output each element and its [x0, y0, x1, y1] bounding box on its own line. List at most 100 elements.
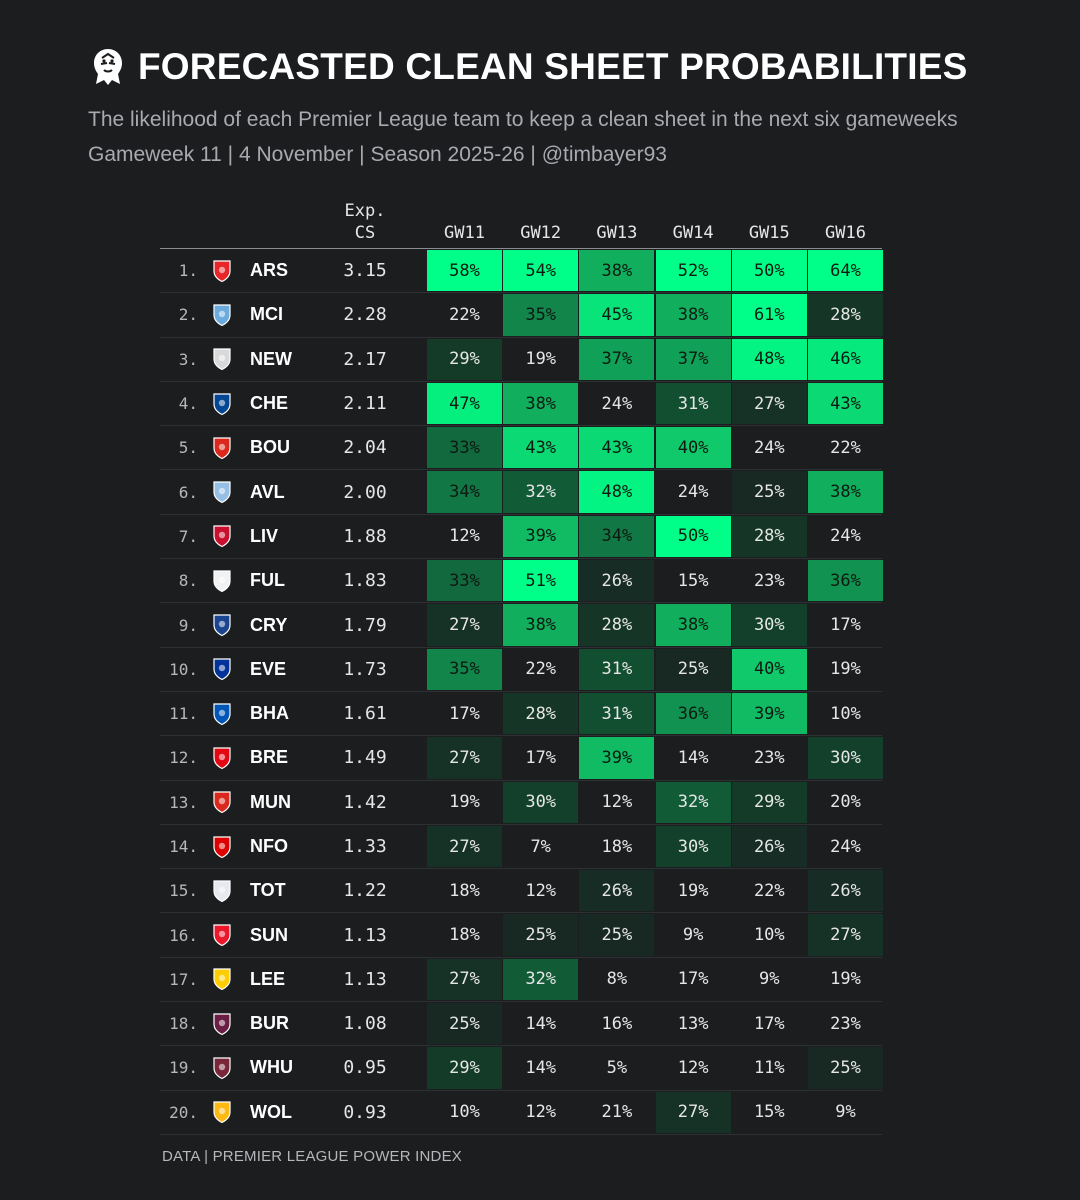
table-row: 19. WHU 0.95 29% 14% 5% 12% 11% 25%: [160, 1046, 883, 1091]
probability-cell-gw16: 30%: [808, 737, 883, 779]
table-row: 2. MCI 2.28 22% 35% 45% 38% 61% 28%: [160, 293, 883, 338]
expected-clean-sheets: 1.79: [343, 614, 387, 636]
probability-cell-gw13: 43%: [579, 427, 655, 469]
probability-cell-gw14: 36%: [655, 692, 731, 735]
team-abbreviation: TOT: [250, 880, 286, 901]
column-headers: Exp. CS GW11 GW12 GW13 GW14 GW15 GW16: [160, 198, 882, 249]
probability-cell-gw16: 20%: [830, 792, 861, 813]
leeds-crest-icon: [213, 968, 231, 991]
probability-cell-gw11: 33%: [427, 560, 502, 602]
probability-cell-gw14: 14%: [677, 747, 709, 768]
expected-clean-sheets: 1.49: [343, 747, 387, 769]
probability-cell-gw14: 38%: [655, 604, 731, 646]
probability-cell-gw12: 43%: [503, 427, 579, 469]
team-abbreviation: WOL: [250, 1101, 292, 1122]
probability-cell-gw14: 17%: [677, 969, 709, 990]
header: FORECASTED CLEAN SHEET PROBABILITIES The…: [88, 46, 967, 172]
table-row: 13. MUN 1.42 19% 30% 12% 32% 29% 20%: [160, 781, 882, 825]
expected-clean-sheets: 2.28: [343, 304, 387, 326]
subtitle: The likelihood of each Premier League te…: [88, 102, 967, 172]
probability-cell-gw15: 22%: [753, 880, 785, 901]
probability-cell-gw15: 61%: [731, 294, 807, 336]
probability-cell-gw13: 18%: [601, 836, 633, 857]
probability-cell-gw14: 27%: [655, 1091, 731, 1133]
probability-cell-gw12: 38%: [503, 382, 579, 425]
header-gw12: GW12: [520, 223, 562, 243]
probability-cell-gw16: 22%: [830, 437, 861, 458]
probability-cell-gw15: 15%: [753, 1102, 785, 1123]
expected-clean-sheets: 2.00: [343, 481, 387, 503]
table-row: 20. WOL 0.93 10% 12% 21% 27% 15% 9%: [160, 1091, 882, 1135]
probability-cell-gw11: 25%: [427, 1003, 502, 1045]
table-row: 14. NFO 1.33 27% 7% 18% 30% 26% 24%: [160, 825, 882, 870]
probability-cell-gw15: 11%: [753, 1057, 785, 1078]
table-row: 11. BHA 1.61 17% 28% 31% 36% 39% 10%: [160, 692, 882, 737]
probability-cell-gw12: 32%: [503, 958, 579, 1001]
probability-cell-gw13: 8%: [606, 969, 628, 990]
probability-cell-gw15: 17%: [753, 1013, 785, 1034]
rank-label: 5.: [178, 438, 198, 458]
expected-clean-sheets: 1.42: [343, 791, 387, 813]
liverpool-crest-icon: [213, 525, 231, 548]
table-row: 15. TOT 1.22 18% 12% 26% 19% 22% 26%: [160, 869, 883, 914]
table-row: 12. BRE 1.49 27% 17% 39% 14% 23% 30%: [160, 736, 883, 781]
probability-cell-gw15: 30%: [731, 604, 807, 646]
probability-cell-gw14: 13%: [677, 1013, 709, 1034]
title-row: FORECASTED CLEAN SHEET PROBABILITIES: [88, 46, 967, 88]
team-abbreviation: BUR: [250, 1013, 289, 1034]
probability-cell-gw16: 17%: [830, 615, 861, 636]
probability-cell-gw11: 18%: [449, 880, 480, 901]
expected-clean-sheets: 2.17: [343, 348, 387, 370]
probability-cell-gw12: 51%: [503, 560, 579, 602]
brighton-crest-icon: [213, 703, 231, 725]
probability-cell-gw12: 14%: [525, 1057, 557, 1078]
probability-cell-gw16: 25%: [808, 1047, 883, 1089]
fulham-crest-icon: [213, 570, 231, 592]
probability-cell-gw15: 25%: [731, 471, 807, 513]
probability-cell-gw13: 31%: [579, 692, 655, 735]
probability-cell-gw14: 37%: [655, 338, 731, 380]
nottingham-forest-crest-icon: [213, 835, 231, 858]
team-abbreviation: SUN: [250, 924, 289, 945]
probability-cell-gw16: 10%: [830, 703, 861, 724]
expected-clean-sheets: 1.08: [343, 1013, 387, 1035]
everton-crest-icon: [213, 658, 231, 681]
crystal-palace-crest-icon: [213, 614, 231, 637]
rank-label: 2.: [178, 305, 198, 325]
brentford-crest-icon: [213, 747, 231, 770]
probability-cell-gw15: 27%: [731, 382, 807, 425]
probability-cell-gw13: 39%: [579, 737, 655, 779]
aston-villa-crest-icon: [213, 481, 231, 504]
probability-cell-gw13: 16%: [601, 1013, 633, 1034]
probability-cell-gw14: 9%: [682, 925, 704, 946]
premier-league-lion-icon: [94, 49, 122, 85]
bournemouth-crest-icon: [213, 437, 231, 459]
expected-clean-sheets: 3.15: [343, 260, 387, 282]
probability-cell-gw13: 37%: [579, 338, 655, 380]
rank-label: 11.: [169, 704, 198, 724]
rank-label: 1.: [178, 261, 198, 281]
rank-label: 10.: [169, 659, 198, 679]
probability-cell-gw12: 22%: [525, 659, 557, 680]
table-row: 16. SUN 1.13 18% 25% 25% 9% 10% 27%: [160, 913, 883, 958]
probability-cell-gw13: 24%: [601, 393, 633, 414]
probability-cell-gw15: 29%: [731, 781, 807, 823]
probability-cell-gw11: 27%: [427, 825, 502, 868]
probability-cell-gw13: 25%: [579, 914, 655, 956]
expected-clean-sheets: 1.13: [343, 924, 387, 946]
probability-cell-gw14: 52%: [655, 250, 731, 292]
probability-cell-gw12: 14%: [525, 1013, 557, 1034]
expected-clean-sheets: 0.95: [343, 1057, 387, 1079]
probability-cell-gw12: 30%: [503, 781, 579, 823]
probability-cell-gw11: 35%: [427, 648, 502, 690]
probability-cell-gw12: 19%: [525, 349, 557, 370]
header-gw13: GW13: [596, 223, 638, 243]
rank-label: 15.: [169, 881, 198, 901]
man-united-crest-icon: [213, 791, 231, 814]
probability-cell-gw15: 24%: [753, 437, 785, 458]
probability-cell-gw14: 30%: [655, 825, 731, 868]
expected-clean-sheets: 1.13: [343, 968, 387, 990]
probability-cell-gw11: 34%: [427, 471, 502, 513]
expected-clean-sheets: 1.33: [343, 836, 387, 857]
header-gw15: GW15: [748, 223, 790, 243]
